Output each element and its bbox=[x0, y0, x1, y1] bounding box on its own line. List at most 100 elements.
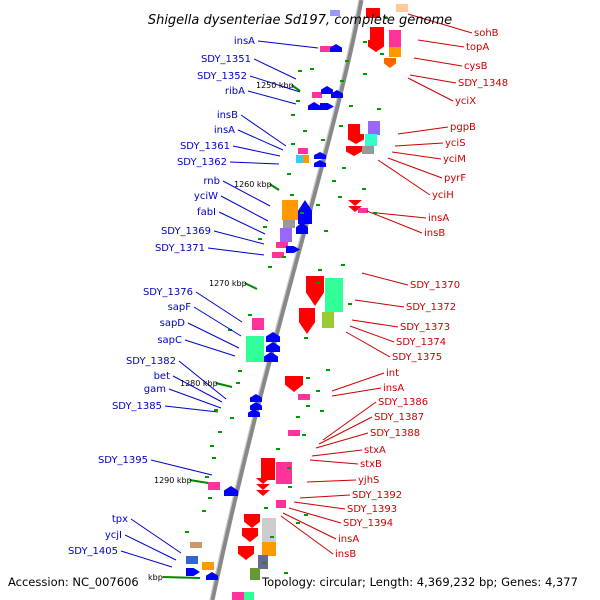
left-leader-line bbox=[220, 195, 269, 222]
right-leader-line bbox=[282, 512, 337, 540]
gene-block bbox=[262, 542, 276, 556]
right-gene-label: pgpB bbox=[450, 122, 476, 133]
right-leader-line bbox=[331, 387, 382, 397]
right-leader-line bbox=[397, 126, 449, 135]
left-gene-label: SDY_1405 bbox=[68, 546, 118, 557]
right-gene-label: yciX bbox=[455, 96, 476, 107]
gene-chevron bbox=[348, 206, 362, 212]
gene-arrow bbox=[286, 246, 300, 253]
left-leader-line bbox=[130, 518, 182, 554]
left-gene-label: SDY_1371 bbox=[155, 243, 205, 254]
right-leader-line bbox=[394, 142, 444, 147]
gene-mark bbox=[324, 230, 328, 232]
gene-mark bbox=[290, 194, 294, 196]
gene-block bbox=[348, 124, 360, 136]
tick-mark bbox=[291, 84, 301, 92]
left-gene-label: fabI bbox=[197, 207, 216, 218]
gene-arrow bbox=[298, 200, 312, 224]
gene-block bbox=[288, 430, 300, 436]
gene-mark bbox=[340, 80, 344, 82]
right-leader-line bbox=[280, 515, 334, 555]
right-leader-line bbox=[407, 13, 473, 34]
right-leader-line bbox=[315, 432, 369, 449]
tick-label: kbp bbox=[148, 573, 163, 582]
left-leader-line bbox=[213, 230, 265, 245]
right-gene-label: insA bbox=[383, 383, 404, 394]
left-leader-line bbox=[249, 75, 301, 93]
gene-block bbox=[262, 518, 276, 542]
gene-block bbox=[330, 10, 340, 16]
right-leader-line bbox=[318, 416, 373, 445]
gene-block bbox=[282, 200, 298, 220]
gene-mark bbox=[384, 17, 388, 19]
left-leader-line bbox=[184, 339, 236, 357]
left-leader-line bbox=[168, 388, 222, 409]
right-leader-line bbox=[361, 272, 409, 286]
gene-mark bbox=[218, 431, 222, 433]
gene-block bbox=[283, 220, 295, 228]
gene-mark bbox=[320, 410, 324, 412]
gene-mark bbox=[310, 68, 314, 70]
gene-mark bbox=[316, 390, 320, 392]
gene-mark bbox=[321, 139, 325, 141]
right-gene-label: cysB bbox=[464, 61, 488, 72]
gene-arrow bbox=[314, 152, 326, 159]
left-gene-label: sapC bbox=[157, 335, 182, 346]
gene-arrow bbox=[331, 90, 343, 98]
map-title: Shigella dysenteriae Sd197, complete gen… bbox=[148, 13, 452, 28]
gene-mark bbox=[326, 369, 330, 371]
gene-arrow bbox=[238, 546, 254, 560]
right-leader-line bbox=[417, 39, 465, 48]
right-gene-label: topA bbox=[466, 42, 489, 53]
left-gene-label: bet bbox=[154, 371, 171, 382]
right-gene-label: pyrF bbox=[444, 173, 466, 184]
right-gene-label: SDY_1375 bbox=[392, 352, 442, 363]
left-leader-line bbox=[124, 534, 177, 561]
gene-mark bbox=[262, 562, 266, 564]
right-gene-label: SDY_1394 bbox=[343, 518, 393, 529]
gene-mark bbox=[363, 73, 367, 75]
gene-features bbox=[186, 4, 408, 600]
right-gene-label: stxA bbox=[364, 445, 386, 456]
gene-mark bbox=[291, 143, 295, 145]
gene-arrow bbox=[330, 44, 342, 52]
right-gene-label: SDY_1374 bbox=[396, 337, 446, 348]
left-gene-label: sapF bbox=[168, 302, 192, 313]
gene-chevron bbox=[256, 490, 270, 496]
gene-block bbox=[208, 482, 220, 490]
gene-mark bbox=[268, 266, 272, 268]
gene-arrow bbox=[266, 342, 280, 352]
gene-arrow bbox=[264, 352, 278, 362]
left-leader-line bbox=[172, 375, 223, 403]
gene-block bbox=[190, 542, 202, 548]
gene-chevron bbox=[256, 478, 270, 484]
right-leader-line bbox=[299, 494, 351, 499]
gene-arrow bbox=[248, 409, 260, 417]
gene-mark bbox=[377, 108, 381, 110]
right-leader-line bbox=[354, 299, 405, 308]
gene-mark bbox=[282, 256, 286, 258]
left-leader-line bbox=[240, 114, 287, 147]
left-leader-line bbox=[222, 180, 271, 207]
right-gene-label: int bbox=[386, 368, 399, 379]
gene-mark bbox=[185, 531, 189, 533]
left-gene-label: SDY_1351 bbox=[201, 54, 251, 65]
gene-block bbox=[312, 92, 322, 98]
gene-block bbox=[276, 462, 292, 484]
gene-mark bbox=[363, 41, 367, 43]
right-gene-label: SDY_1387 bbox=[374, 412, 424, 423]
gene-block bbox=[389, 47, 401, 57]
gene-mark bbox=[264, 507, 268, 509]
left-gene-label: SDY_1385 bbox=[112, 401, 162, 412]
right-leader-line bbox=[387, 157, 443, 179]
right-gene-label: SDY_1348 bbox=[458, 78, 508, 89]
gene-block bbox=[280, 228, 292, 242]
gene-mark bbox=[380, 53, 384, 55]
right-leader-line bbox=[293, 501, 346, 510]
right-gene-label: SDY_1373 bbox=[400, 322, 450, 333]
gene-block bbox=[298, 148, 308, 154]
left-leader-lines bbox=[120, 40, 319, 568]
left-leader-line bbox=[207, 247, 265, 256]
gene-arrow bbox=[299, 308, 315, 334]
